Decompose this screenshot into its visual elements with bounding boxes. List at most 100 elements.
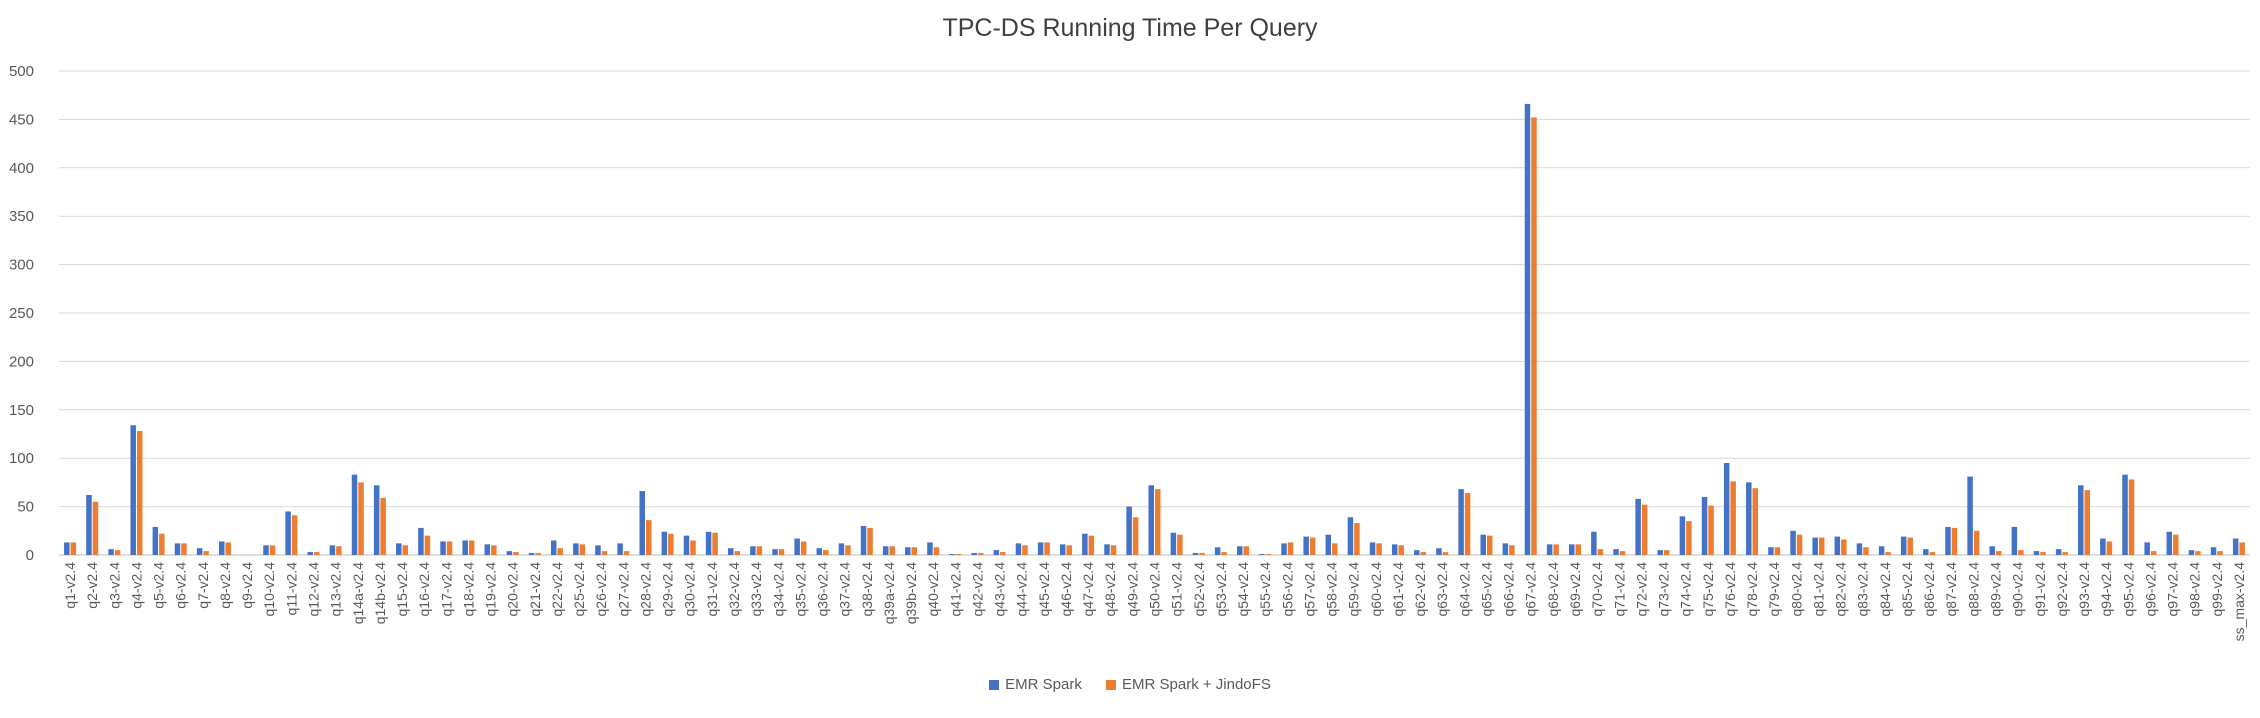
- y-tick-label: 300: [9, 257, 34, 274]
- bar-emr-spark: [1746, 482, 1752, 555]
- x-tick-label: q33-v2.4: [748, 562, 764, 617]
- bar-emr-spark-jindofs: [1973, 530, 1980, 555]
- bar-emr-spark: [1989, 546, 1995, 555]
- x-tick-label: q32-v2.4: [726, 562, 742, 617]
- bar-emr-spark-jindofs: [1885, 552, 1891, 555]
- bar-emr-spark-jindofs: [402, 545, 409, 555]
- bar-emr-spark: [174, 543, 181, 555]
- x-tick-label: q70-v2.4: [1589, 562, 1605, 617]
- bar-emr-spark-jindofs: [668, 533, 674, 555]
- x-tick-label: q81-v2.4: [1810, 562, 1826, 617]
- bar-emr-spark: [1237, 546, 1243, 555]
- bar-emr-spark-jindofs: [845, 545, 851, 555]
- bar-emr-spark: [2033, 551, 2040, 555]
- x-tick-label: q11-v2.4: [283, 562, 299, 616]
- bar-emr-spark: [1524, 103, 1531, 556]
- x-tick-label: q2-v2.4: [84, 562, 100, 609]
- bar-emr-spark: [152, 526, 159, 555]
- bar-emr-spark-jindofs: [2106, 541, 2113, 555]
- bar-emr-spark-jindofs: [1863, 547, 1869, 555]
- bar-emr-spark: [683, 535, 690, 555]
- x-tick-label: q67-v2.4: [1523, 562, 1539, 617]
- bar-emr-spark-jindofs: [1752, 488, 1759, 555]
- x-tick-label: q51-v2.4: [1169, 562, 1185, 617]
- bar-emr-spark-jindofs: [712, 532, 718, 555]
- bar-emr-spark-jindofs: [1155, 489, 1161, 555]
- bar-emr-spark-jindofs: [1110, 545, 1117, 555]
- x-tick-label: q73-v2.4: [1656, 562, 1672, 617]
- bar-emr-spark: [1325, 534, 1332, 555]
- x-tick-label: q26-v2.4: [593, 562, 609, 617]
- bar-emr-spark: [1082, 533, 1088, 555]
- x-tick-label: q87-v2.4: [1943, 562, 1959, 617]
- bar-emr-spark-jindofs: [1553, 544, 1559, 555]
- bar-emr-spark: [1679, 516, 1686, 555]
- legend: EMR Spark EMR Spark + JindoFS: [0, 676, 2260, 693]
- bar-emr-spark-jindofs: [1132, 517, 1139, 555]
- bar-emr-spark: [1436, 548, 1442, 555]
- bar-emr-spark-jindofs: [1907, 537, 1913, 555]
- bar-emr-spark-jindofs: [579, 544, 586, 555]
- bar-emr-spark: [595, 545, 601, 555]
- bar-emr-spark-jindofs: [70, 542, 77, 555]
- y-tick-label: 0: [26, 547, 34, 564]
- bar-emr-spark: [927, 542, 933, 555]
- bar-emr-spark-jindofs: [1929, 552, 1936, 555]
- bar-emr-spark: [307, 552, 314, 555]
- x-tick-label: q29-v2.4: [660, 562, 676, 617]
- bars: [64, 103, 2245, 556]
- bar-emr-spark: [1878, 546, 1885, 555]
- x-tick-label: q79-v2.4: [1766, 562, 1782, 617]
- x-tick-label: q39a-v2.4: [881, 562, 897, 624]
- bar-emr-spark-jindofs: [1420, 552, 1427, 555]
- y-tick-label: 50: [17, 499, 34, 516]
- bar-emr-spark-jindofs: [92, 501, 99, 555]
- bar-emr-spark: [1701, 496, 1708, 555]
- bar-emr-spark: [772, 549, 778, 555]
- x-tick-label: q71-v2.4: [1611, 562, 1627, 617]
- x-tick-label: q52-v2.4: [1191, 562, 1207, 617]
- bar-emr-spark: [550, 540, 557, 555]
- bar-emr-spark-jindofs: [2173, 534, 2179, 555]
- x-tick-label: q6-v2.4: [173, 562, 189, 609]
- y-tick-label: 350: [9, 208, 34, 225]
- x-tick-label: q36-v2.4: [815, 562, 831, 617]
- x-tick-label: q12-v2.4: [306, 562, 322, 617]
- bar-emr-spark: [2078, 485, 2084, 555]
- bar-emr-spark-jindofs: [756, 546, 763, 555]
- bar-emr-spark-jindofs: [225, 542, 231, 555]
- x-tick-label: q53-v2.4: [1213, 562, 1229, 617]
- bar-emr-spark-jindofs: [867, 527, 873, 555]
- bar-emr-spark-jindofs: [1818, 537, 1825, 555]
- y-tick-label: 450: [9, 111, 34, 128]
- x-tick-label: q5-v2.4: [151, 562, 167, 609]
- x-tick-label: q94-v2.4: [2098, 562, 2114, 617]
- x-tick-label: q22-v2.4: [549, 562, 565, 617]
- bar-emr-spark-jindofs: [1088, 535, 1095, 555]
- x-tick-label: q49-v2.4: [1124, 562, 1140, 617]
- bar-emr-spark: [418, 527, 424, 555]
- bar-emr-spark: [993, 550, 1000, 555]
- bar-emr-spark: [373, 485, 380, 555]
- bar-emr-spark: [1059, 544, 1066, 555]
- bar-emr-spark-jindofs: [1309, 537, 1316, 555]
- x-tick-label: q31-v2.4: [704, 562, 720, 617]
- bar-emr-spark: [2188, 550, 2195, 555]
- bar-emr-spark: [1347, 517, 1354, 555]
- x-tick-label: q59-v2.4: [1346, 562, 1362, 617]
- bar-emr-spark: [351, 474, 358, 555]
- x-axis-tick-labels: q1-v2.4 q2-v2.4 q3-v2.4 q4-v2.4 q5-v2.4 q6-v2…: [62, 562, 2247, 642]
- x-tick-label: q76-v2.4: [1722, 562, 1738, 617]
- x-tick-label: q85-v2.4: [1899, 562, 1915, 617]
- bar-emr-spark-jindofs: [557, 548, 563, 555]
- bar-emr-spark-jindofs: [1022, 545, 1028, 555]
- x-tick-label: q14a-v2.4: [350, 562, 366, 624]
- bar-emr-spark: [1259, 554, 1265, 555]
- bar-emr-spark-jindofs: [734, 551, 741, 555]
- bar-emr-spark: [2166, 531, 2173, 555]
- x-tick-label: q14b-v2.4: [372, 562, 388, 624]
- x-tick-label: q96-v2.4: [2142, 562, 2158, 617]
- bar-emr-spark: [1900, 536, 1907, 555]
- bar-emr-spark-jindofs: [1641, 504, 1648, 555]
- x-tick-label: q27-v2.4: [615, 562, 631, 617]
